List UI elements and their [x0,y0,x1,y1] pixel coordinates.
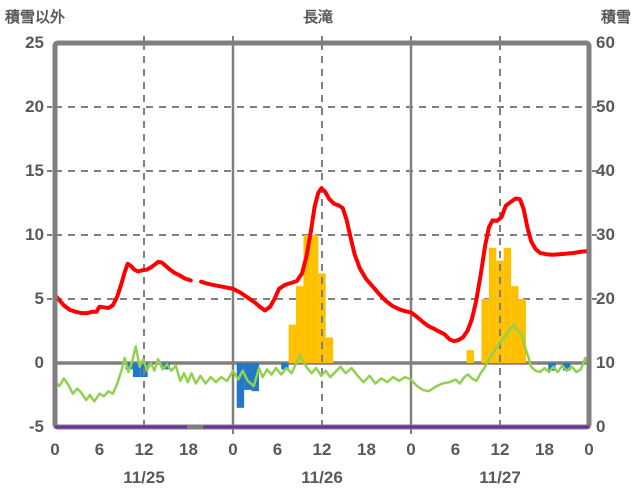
green-line-segment [53,323,591,403]
blue-bar [563,363,571,371]
right-axis-tick-label: 30 [596,225,615,244]
chart-title: 長滝 [302,9,333,26]
right-axis-tick-label: 0 [596,417,606,436]
orange-bar [496,260,504,363]
hour-tick-label: 6 [94,440,105,459]
date-label: 11/27 [479,468,521,487]
hour-tick-label: 18 [179,440,198,459]
hour-tick-label: 0 [228,440,238,459]
orange-bar [296,286,304,363]
hour-tick-label: 12 [490,440,510,459]
orange-bar [518,299,526,363]
orange-bar [466,350,475,363]
blue-bar [132,363,141,378]
right-axis-tick-label: 20 [596,289,615,308]
blue-bar [281,363,289,370]
hour-tick-label: 0 [584,440,594,459]
right-axis-tick-label: 10 [596,353,615,372]
hour-tick-label: 18 [357,440,376,459]
left-axis-tick-label: -5 [28,417,44,436]
hour-tick-label: 6 [272,440,283,459]
orange-bar [310,235,319,363]
left-axis-tick-label: 15 [25,161,44,180]
left-axis-title: 積雪以外 [5,9,66,26]
series-red-line [53,186,591,344]
orange-bar [488,247,497,363]
left-axis-tick-label: 10 [25,225,44,244]
hour-tick-label: 12 [312,440,332,459]
right-axis-title: 積雪 [600,9,631,26]
orange-bar [481,299,489,363]
hour-tick-label: 12 [134,440,154,459]
orange-bar [503,247,512,363]
red-line-segment [53,259,193,316]
orange-bar [303,235,311,363]
hour-tick-label: 6 [450,440,461,459]
series-green-line [53,323,591,403]
left-axis-tick-label: 0 [34,353,44,372]
hour-tick-label: 18 [535,440,554,459]
right-axis-tick-label: 40 [596,161,615,180]
right-axis-tick-label: 60 [596,33,615,52]
left-axis-tick-label: 5 [34,289,44,308]
right-axis-tick-label: 50 [596,97,615,116]
orange-bar [288,324,297,363]
hour-tick-label: 0 [50,440,60,459]
date-label: 11/26 [301,468,343,487]
blue-bar [244,363,252,390]
left-axis-tick-label: 20 [25,97,44,116]
orange-bar [325,337,334,363]
blue-bar [236,363,245,408]
red-line-segment [199,186,591,344]
left-axis-tick-label: 25 [25,33,44,52]
date-label: 11/25 [123,468,165,487]
hour-tick-label: 0 [406,440,416,459]
